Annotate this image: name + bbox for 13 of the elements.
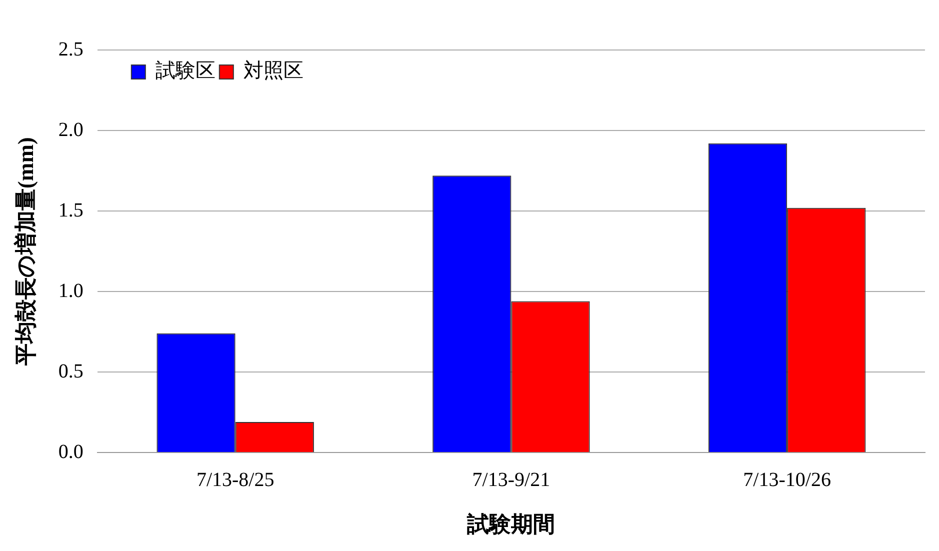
- y-axis-title: 平均殻長の増加量(mm): [12, 137, 38, 366]
- legend-label: 試験区: [155, 58, 216, 82]
- x-axis-title: 試験期間: [466, 511, 556, 536]
- y-tick-label: 2.5: [58, 38, 84, 60]
- y-tick-label: 0.0: [58, 440, 84, 463]
- legend-label: 対照区: [243, 58, 304, 82]
- y-tick-label: 1.5: [58, 199, 84, 222]
- y-tick-label: 1.0: [58, 280, 84, 302]
- x-tick-label: 7/13-10/26: [743, 468, 831, 491]
- y-tick-label: 2.0: [58, 118, 84, 141]
- x-tick-label: 7/13-8/25: [196, 468, 274, 491]
- x-tick-label: 7/13-9/21: [472, 468, 550, 491]
- y-tick-label: 0.5: [58, 360, 84, 382]
